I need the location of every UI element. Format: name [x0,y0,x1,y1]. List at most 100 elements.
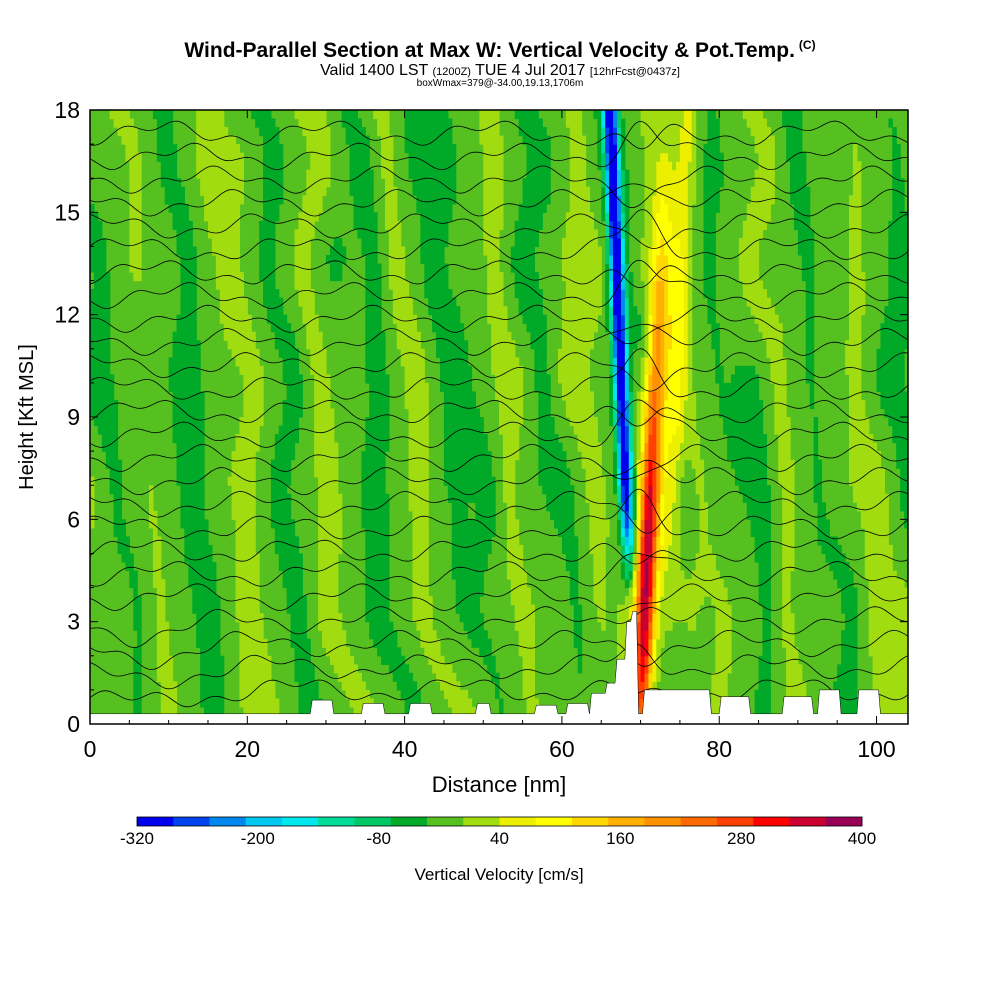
velocity-cell [648,306,653,316]
velocity-cell [93,314,99,324]
velocity-cell [577,417,583,427]
velocity-cell [357,186,362,196]
velocity-cell [400,672,406,682]
velocity-cell [581,289,587,299]
velocity-cell [424,604,429,614]
velocity-cell [475,536,480,546]
velocity-cell [180,434,185,444]
velocity-cell [243,493,248,503]
velocity-cell [620,451,626,461]
velocity-cell [526,613,532,623]
velocity-cell [160,110,166,120]
velocity-cell [542,382,547,393]
velocity-cell [341,655,347,665]
velocity-cell [329,553,335,563]
velocity-cell [577,638,583,648]
velocity-cell [137,186,142,196]
velocity-cell [259,220,264,230]
velocity-cell [164,638,170,648]
velocity-cell [652,459,657,469]
velocity-cell [420,459,425,469]
velocity-cell [365,186,370,196]
velocity-cell [204,664,209,674]
velocity-cell [286,442,292,452]
velocity-cell [196,553,201,563]
velocity-cell [168,698,174,708]
velocity-cell [369,348,374,358]
velocity-cell [471,399,476,410]
velocity-cell [475,417,480,427]
velocity-cell [211,144,217,154]
velocity-cell [542,169,547,179]
velocity-cell [534,186,539,196]
velocity-cell [263,272,268,282]
velocity-cell [613,365,618,375]
velocity-cell [255,382,260,393]
velocity-cell [408,442,414,452]
velocity-cell [440,672,445,682]
velocity-cell [263,254,268,265]
velocity-cell [428,118,433,128]
velocity-cell [377,451,382,461]
velocity-cell [247,399,252,410]
velocity-cell [204,681,209,691]
velocity-cell [322,570,327,580]
velocity-cell [188,519,193,529]
velocity-cell [270,681,276,691]
velocity-cell [357,681,362,691]
velocity-cell [314,382,319,393]
velocity-cell [172,365,178,375]
velocity-cell [424,408,429,418]
velocity-cell [499,348,504,358]
velocity-cell [133,203,138,213]
velocity-cell [613,323,618,333]
velocity-cell [652,289,657,299]
velocity-cell [605,229,610,239]
velocity-cell [483,655,488,665]
velocity-cell [514,442,520,452]
velocity-cell [349,655,355,665]
velocity-cell [408,408,414,418]
velocity-cell [557,442,563,452]
velocity-cell [479,519,484,529]
velocity-cell [428,647,433,657]
velocity-cell [616,374,622,384]
velocity-cell [636,323,642,333]
velocity-cell [538,212,543,222]
velocity-cell [577,442,583,452]
velocity-cell [322,468,327,478]
velocity-cell [266,289,272,299]
velocity-cell [420,203,425,213]
velocity-cell [593,596,598,606]
chart-subtitle: Valid 1400 LST (1200Z) TUE 4 Jul 2017 [1… [0,62,1000,80]
velocity-cell [251,579,256,589]
velocity-cell [443,468,449,478]
velocity-cell [412,596,418,606]
velocity-cell [585,323,591,333]
velocity-cell [577,655,583,665]
velocity-cell [573,604,579,614]
velocity-cell [652,485,657,495]
velocity-cell [628,570,634,580]
velocity-cell [384,161,390,171]
velocity-cell [105,391,111,401]
velocity-cell [302,127,307,137]
velocity-cell [188,399,193,410]
velocity-cell [381,110,386,120]
velocity-cell [365,519,370,529]
velocity-cell [266,229,272,239]
velocity-cell [459,459,465,469]
velocity-cell [550,510,555,520]
velocity-cell [318,434,323,444]
velocity-cell [495,289,500,299]
velocity-cell [495,203,500,213]
velocity-cell [384,502,390,512]
velocity-cell [628,365,634,375]
velocity-cell [373,604,378,614]
velocity-cell [640,579,646,589]
velocity-cell [577,144,583,154]
velocity-cell [451,434,457,444]
velocity-cell [117,468,123,478]
velocity-cell [396,655,402,665]
velocity-cell [601,195,606,205]
